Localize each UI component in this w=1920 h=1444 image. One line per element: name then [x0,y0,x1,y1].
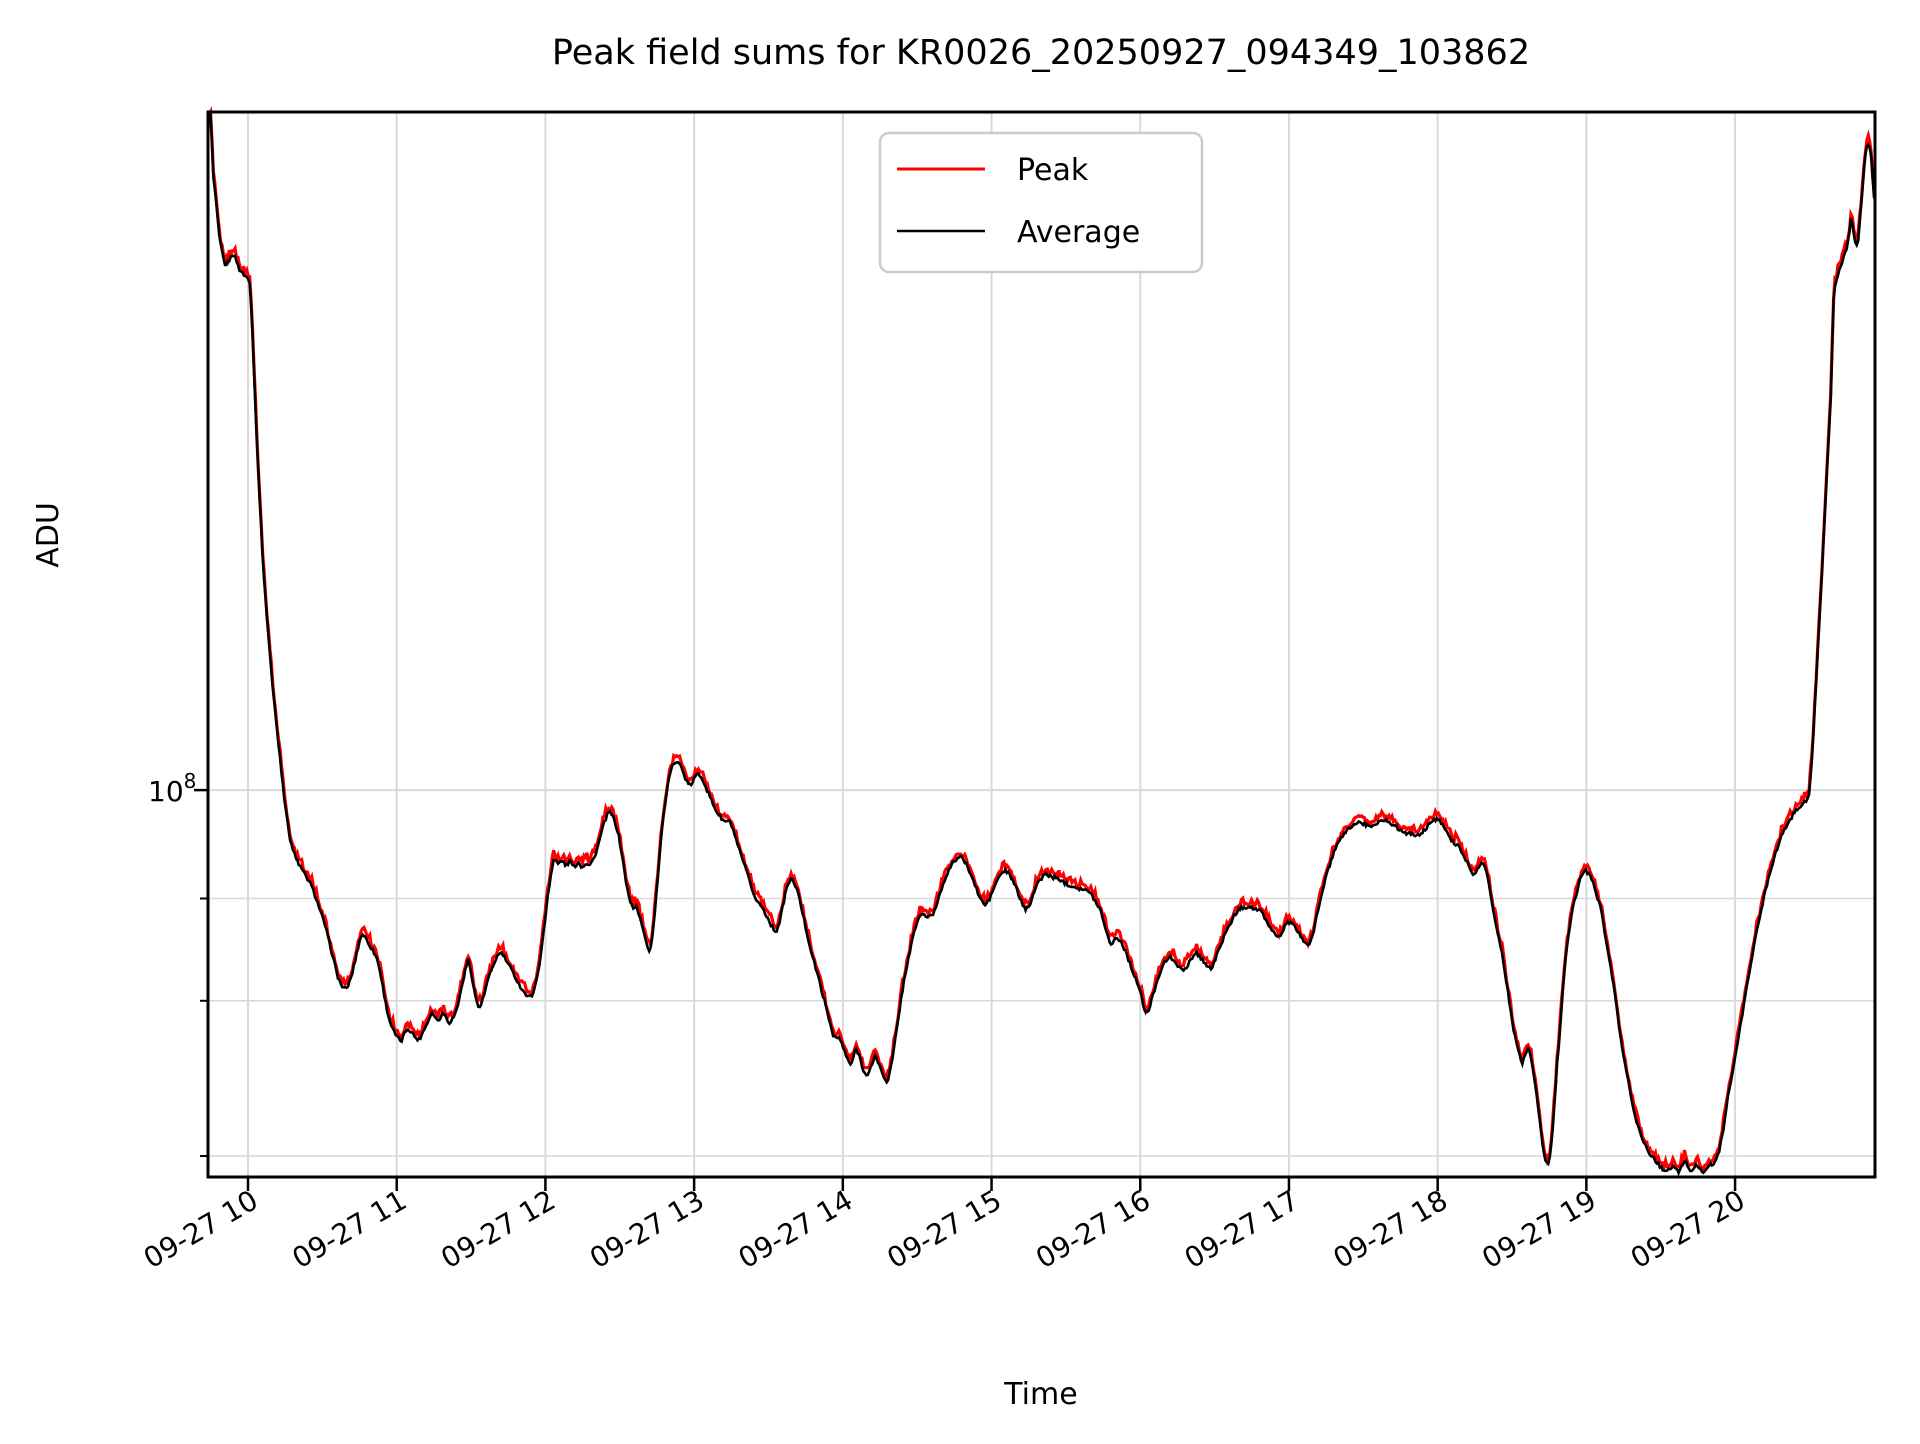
chart-title: Peak field sums for KR0026_20250927_0943… [552,33,1530,73]
x-tick-label: 09-27 17 [1179,1183,1305,1275]
average-series-line [208,111,1876,1177]
x-tick-label: 09-27 15 [882,1183,1008,1275]
plot-frame [206,110,1877,1179]
x-tick-label: 09-27 13 [584,1183,710,1275]
x-tick-label: 09-27 19 [1476,1183,1602,1275]
x-tick-label: 09-27 20 [1625,1183,1751,1275]
y-major-tick-label: 108 [148,769,196,808]
axis-ticks [194,788,1737,1191]
x-tick-label: 09-27 14 [733,1183,859,1275]
peak-series-line [207,106,1876,1174]
x-axis-label: Time [1003,1377,1077,1412]
legend: Peak Average [878,131,1204,274]
x-tick-label: 09-27 11 [287,1183,413,1275]
x-tick-labels: 09-27 10 09-27 11 09-27 12 09-27 13 09-27 14… [138,1183,1751,1275]
x-tick-label: 09-27 16 [1030,1183,1156,1275]
x-tick-label: 09-27 10 [138,1183,264,1275]
x-tick-label: 09-27 12 [435,1183,561,1275]
y-axis-label: ADU [31,502,66,568]
y-tick-exponent: 8 [184,769,197,793]
legend-label-peak: Peak [1017,153,1089,188]
y-tick-mantissa: 10 [148,775,184,808]
data-series [207,106,1876,1177]
x-tick-label: 09-27 18 [1328,1183,1454,1275]
legend-label-average: Average [1017,215,1140,250]
